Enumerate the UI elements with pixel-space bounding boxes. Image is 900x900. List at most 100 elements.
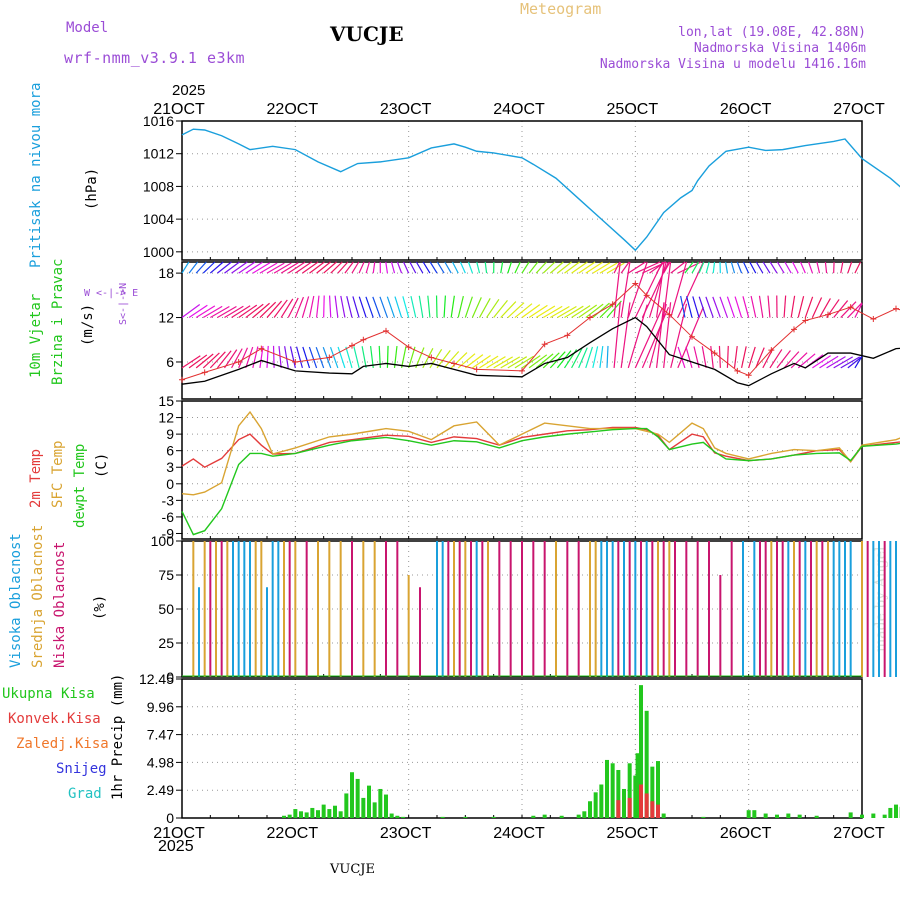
station-title: VUCJE: [330, 22, 404, 46]
wind-arrow: [209, 351, 226, 369]
wind-gust-marker: [689, 333, 695, 340]
wind-arrow: [202, 305, 223, 319]
wind-arrow: [620, 261, 631, 318]
precip-bar-ukupna kisa: [775, 814, 779, 818]
wind-arrow: [418, 295, 424, 318]
wind-arrow: [634, 307, 663, 369]
wind-arrow: [571, 305, 591, 319]
wind-gust-marker: [802, 317, 809, 324]
wind-arrow: [528, 261, 539, 274]
y-tick-label: 12: [158, 310, 174, 326]
x-date-label-top: 24OCT: [493, 101, 545, 118]
x-date-label-bottom: 22OCT: [267, 825, 319, 842]
wind-arrow: [824, 261, 828, 274]
wind-arrow: [818, 298, 831, 318]
wind-arrow: [776, 261, 785, 274]
wind-arrow: [415, 347, 425, 369]
y-tick-label: 6: [166, 354, 174, 370]
wind-arrow: [656, 261, 664, 274]
wind-arrow: [655, 302, 665, 368]
x-date-label-top: 23OCT: [380, 101, 432, 118]
wind-arrow: [467, 261, 473, 274]
wind-arrow: [224, 305, 244, 319]
wind-arrow: [231, 261, 248, 274]
x-date-label-top: 21OCT: [153, 101, 205, 118]
wind-arrow: [799, 261, 806, 274]
wind-arrow: [334, 295, 339, 318]
wind-arrow: [840, 261, 844, 274]
wind-arrow: [294, 296, 305, 318]
wind-arrow: [195, 353, 214, 369]
wind-arrow: [188, 354, 208, 369]
y-tick-label: 9.96: [147, 699, 174, 715]
series-line-pritisak: [181, 128, 900, 252]
wind-arrow: [733, 345, 738, 368]
wind-arrow: [847, 261, 853, 274]
wind-arrow: [606, 262, 625, 274]
y-tick-label: 4.98: [147, 754, 174, 770]
wind-arrow: [847, 302, 863, 318]
wind-gust-marker: [326, 354, 333, 361]
wind-gust-marker: [292, 358, 299, 365]
x-date-label-bottom: 24OCT: [493, 825, 545, 842]
wind-arrow: [181, 355, 201, 369]
wind-arrow: [698, 261, 705, 274]
wind-arrow: [507, 356, 528, 369]
wind-arrow: [280, 298, 294, 318]
wind-arrow: [663, 261, 671, 274]
wind-gust-marker: [643, 292, 650, 299]
wind-arrow: [273, 299, 288, 318]
precip-bar-ukupna kisa: [355, 778, 360, 818]
wind-arrow: [854, 355, 863, 369]
wind-arrow: [315, 295, 320, 318]
series-line-sfc-temp: [181, 410, 900, 496]
precip-bar-ukupna kisa: [871, 813, 876, 818]
wind-arrow: [767, 295, 771, 318]
wind-arrow: [734, 296, 743, 318]
wind-arrow: [606, 300, 622, 318]
y-tick-label: 75: [158, 567, 174, 583]
wind-arrow: [386, 345, 389, 368]
wind-arrow: [725, 261, 729, 274]
wind-arrow: [620, 302, 631, 368]
wind-speed-line: [181, 316, 900, 387]
wind-arrow: [457, 353, 476, 369]
wind-arrow: [294, 261, 312, 274]
wind-arrow: [507, 261, 512, 274]
wind-gust-marker: [349, 342, 355, 349]
wind-arrow: [443, 351, 460, 369]
wind-arrow: [677, 346, 686, 369]
wind-arrow: [500, 356, 521, 369]
precip-bar-ukupna kisa: [333, 805, 337, 818]
wind-arrow: [808, 261, 813, 274]
wind-arrow: [578, 347, 588, 369]
x-date-label-bottom: 25OCT: [607, 825, 659, 842]
wind-arrow: [484, 261, 488, 274]
wind-arrow: [742, 296, 750, 318]
precip-bar-ukupna kisa: [797, 814, 802, 818]
precip-bar-ukupna kisa: [701, 816, 706, 818]
wind-gust-marker: [564, 332, 571, 339]
wind-arrow: [620, 261, 630, 274]
wind-arrow: [521, 261, 530, 274]
y-tick-label: 25: [158, 635, 174, 651]
wind-gust-marker: [870, 316, 877, 323]
wind-arrow: [409, 261, 417, 274]
model-altitude-label: Nadmorska Visina u modelu 1416.16m: [599, 57, 866, 72]
precip-bar-ukupna kisa: [593, 792, 598, 818]
wind-arrows: [181, 261, 863, 369]
wind-arrow: [542, 305, 563, 319]
wind-arrow: [557, 261, 572, 274]
precip-bar-ukupna kisa: [316, 810, 320, 818]
wind-arrow: [500, 261, 504, 274]
wind-arrow: [606, 345, 609, 368]
wind-gust-marker: [405, 344, 412, 351]
x-date-label-top: 25OCT: [607, 101, 659, 118]
wind-arrow: [792, 261, 799, 274]
wind-arrow: [514, 261, 521, 274]
wind-arrow: [486, 356, 506, 369]
wind-arrow: [755, 261, 764, 274]
wind-arrow: [670, 261, 686, 274]
wind-arrow: [797, 296, 805, 318]
meteogram-title: Meteogram: [520, 0, 602, 18]
